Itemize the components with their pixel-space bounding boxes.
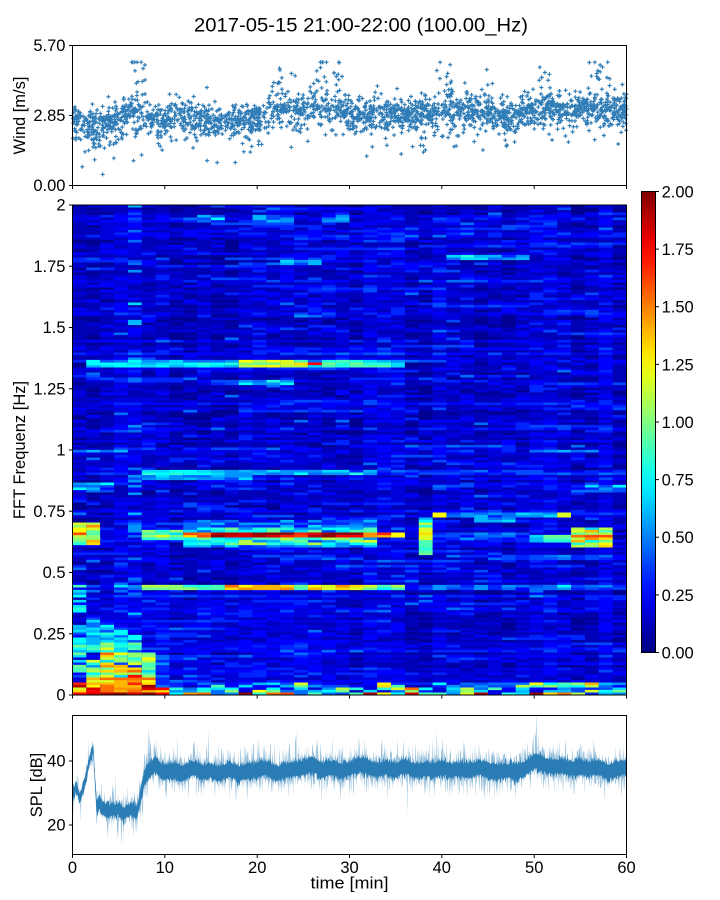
- svg-text:2017-05-15 21:00-22:00 (100.00: 2017-05-15 21:00-22:00 (100.00_Hz): [194, 15, 528, 36]
- svg-text:5.70: 5.70: [33, 37, 65, 55]
- svg-text:0.25: 0.25: [662, 587, 694, 605]
- svg-text:Wind [m/s]: Wind [m/s]: [11, 77, 29, 155]
- svg-text:1.25: 1.25: [662, 356, 694, 374]
- svg-text:20: 20: [248, 859, 266, 877]
- svg-text:SPL [dB]: SPL [dB]: [28, 753, 46, 818]
- svg-text:40: 40: [433, 859, 451, 877]
- svg-text:60: 60: [617, 859, 635, 877]
- svg-text:0.00: 0.00: [662, 644, 694, 662]
- svg-text:20: 20: [47, 817, 65, 835]
- svg-text:50: 50: [525, 859, 543, 877]
- svg-text:30: 30: [340, 859, 358, 877]
- svg-text:0.5: 0.5: [43, 564, 66, 582]
- svg-text:1.75: 1.75: [662, 241, 694, 259]
- svg-text:2: 2: [56, 197, 65, 215]
- svg-text:0: 0: [68, 859, 77, 877]
- svg-text:1.50: 1.50: [662, 299, 694, 317]
- svg-text:0.25: 0.25: [33, 626, 65, 644]
- svg-text:10: 10: [156, 859, 174, 877]
- svg-text:1.00: 1.00: [662, 414, 694, 432]
- svg-text:1.25: 1.25: [33, 380, 65, 398]
- svg-text:0.50: 0.50: [662, 529, 694, 547]
- svg-text:1.75: 1.75: [33, 258, 65, 276]
- svg-text:0.00: 0.00: [33, 177, 65, 195]
- svg-text:0.75: 0.75: [662, 472, 694, 490]
- svg-text:1.5: 1.5: [43, 319, 66, 337]
- svg-text:40: 40: [47, 753, 65, 771]
- svg-text:0: 0: [56, 687, 65, 705]
- svg-text:2.00: 2.00: [662, 183, 694, 201]
- svg-text:FFT Frequenz [Hz]: FFT Frequenz [Hz]: [11, 381, 29, 519]
- svg-text:time [min]: time [min]: [311, 875, 389, 893]
- svg-text:1: 1: [56, 442, 65, 460]
- svg-text:2.85: 2.85: [33, 107, 65, 125]
- svg-text:0.75: 0.75: [33, 503, 65, 521]
